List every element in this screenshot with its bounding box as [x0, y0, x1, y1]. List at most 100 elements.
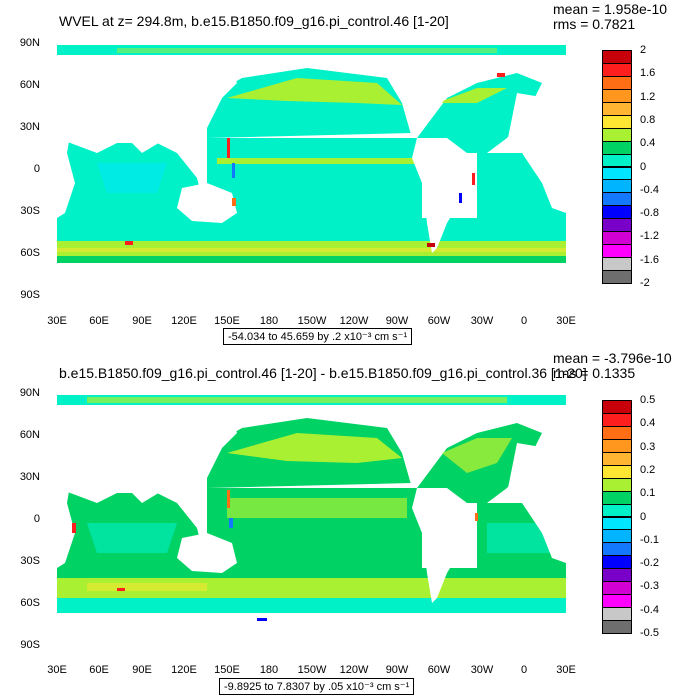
panel1-colorbar [602, 50, 632, 284]
colorbar-label: 2 [640, 44, 647, 56]
panel1-title: WVEL at z= 294.8m, b.e15.B1850.f09_g16.p… [59, 13, 449, 29]
colorbar-label: -0.3 [640, 580, 659, 593]
colorbar-cell [602, 516, 632, 531]
panel2-lat-tick: 90S [20, 639, 40, 651]
colorbar-label: 1.2 [640, 90, 656, 103]
colorbar-cell [602, 503, 632, 518]
lon-tick: 150E [214, 315, 240, 327]
panel2-map [57, 393, 566, 647]
panel1-map-svg [57, 43, 566, 297]
colorbar-label: 0.4 [640, 137, 656, 150]
lon-tick: 60W [427, 315, 451, 327]
lon-tick: 30E [556, 664, 576, 676]
colorbar-cell [602, 555, 632, 570]
colorbar-cell [602, 464, 632, 479]
lon-tick: 30W [470, 664, 494, 676]
panel2-lat-tick: 90N [19, 387, 40, 399]
colorbar-label: 0.1 [640, 487, 656, 500]
lon-tick: 120E [171, 664, 197, 676]
colorbar-cell [602, 257, 632, 272]
lon-tick: 150W [297, 315, 327, 327]
colorbar-label: -0.4 [640, 603, 659, 616]
panel1-lat-tick: 60S [20, 247, 40, 259]
lon-tick: 90E [132, 664, 152, 676]
lon-tick: 30W [470, 315, 494, 327]
lon-tick: 90W [385, 315, 409, 327]
colorbar-cell [602, 400, 632, 414]
lon-tick: 60W [427, 664, 451, 676]
lon-tick: 90E [132, 315, 152, 327]
colorbar-cell [602, 607, 632, 622]
panel2-lat-tick: 30S [20, 555, 40, 567]
panel2-lat-tick: 30N [19, 471, 40, 483]
colorbar-cell [602, 451, 632, 466]
colorbar-label: -1.6 [640, 253, 659, 266]
colorbar-label: 0.2 [640, 463, 656, 476]
lon-tick: 60E [89, 315, 109, 327]
lon-tick: 150W [297, 664, 327, 676]
colorbar-cell [602, 140, 632, 155]
colorbar-label: 0.5 [640, 394, 656, 406]
colorbar-cell [602, 568, 632, 583]
colorbar-cell [602, 50, 632, 64]
lon-tick: 30E [47, 315, 67, 327]
colorbar-cell [602, 425, 632, 440]
panel2-colorbar [602, 400, 632, 634]
panel2-lat-tick: 60N [19, 429, 40, 441]
panel2-range-label: -9.8925 to 7.8307 by .05 x10⁻³ cm s⁻¹ [219, 678, 415, 695]
panel1-lat-tick: 30N [19, 121, 40, 133]
colorbar-cell [602, 231, 632, 246]
panel1-lat-tick: 30S [20, 205, 40, 217]
panel1-lat-tick: 90N [19, 37, 40, 49]
panel2-coastal-anomalies [72, 490, 478, 621]
panel1-range-label: -54.034 to 45.659 by .2 x10⁻³ cm s⁻¹ [223, 328, 413, 345]
colorbar-cell [602, 205, 632, 220]
lon-tick: 120E [171, 315, 197, 327]
colorbar-cell [602, 542, 632, 557]
lon-tick: 60E [89, 664, 109, 676]
lon-tick: 90W [385, 664, 409, 676]
colorbar-cell [602, 412, 632, 427]
colorbar-cell [602, 581, 632, 596]
colorbar-label: 0 [640, 160, 647, 173]
colorbar-label: -0.1 [640, 533, 659, 546]
colorbar-cell [602, 192, 632, 207]
colorbar-cell [602, 438, 632, 453]
panel2-title: b.e15.B1850.f09_g16.pi_control.46 [1-20]… [59, 365, 587, 381]
colorbar-label: 0.4 [640, 417, 656, 430]
lon-tick: 0 [520, 315, 528, 327]
colorbar-cell [602, 166, 632, 181]
panel1-lat-tick: 0 [33, 163, 40, 175]
colorbar-cell [602, 114, 632, 129]
panel1-lat-tick: 60N [19, 79, 40, 91]
lon-tick: 0 [520, 664, 528, 676]
panel2-lat-tick: 0 [33, 513, 40, 525]
colorbar-label: 1.6 [640, 67, 656, 80]
lon-tick: 30E [556, 315, 576, 327]
colorbar-cell [602, 490, 632, 505]
colorbar-cell [602, 101, 632, 116]
colorbar-cell [602, 75, 632, 90]
colorbar-label: -2 [640, 277, 650, 289]
colorbar-cell [602, 529, 632, 544]
colorbar-cell [602, 179, 632, 194]
panel2-mean: mean = -3.796e-10 [553, 350, 672, 366]
lon-tick: 180 [259, 315, 279, 327]
colorbar-cell [602, 218, 632, 233]
colorbar-cell [602, 594, 632, 609]
colorbar-cell [602, 477, 632, 492]
panel1-coastal-anomalies [125, 73, 505, 247]
lon-tick: 120W [339, 664, 369, 676]
colorbar-cell [602, 127, 632, 142]
colorbar-cell [602, 620, 632, 634]
colorbar-label: -1.2 [640, 230, 659, 243]
lon-tick: 150E [214, 664, 240, 676]
panel1-map [57, 43, 566, 297]
panel2-rms: rms = 0.1335 [553, 365, 636, 381]
colorbar-label: -0.5 [640, 627, 659, 639]
panel1-lat-tick: 90S [20, 289, 40, 301]
colorbar-label: -0.2 [640, 557, 659, 570]
lon-tick: 180 [259, 664, 279, 676]
panel2-lat-tick: 60S [20, 597, 40, 609]
panel1-mean: mean = 1.958e-10 [553, 1, 668, 17]
